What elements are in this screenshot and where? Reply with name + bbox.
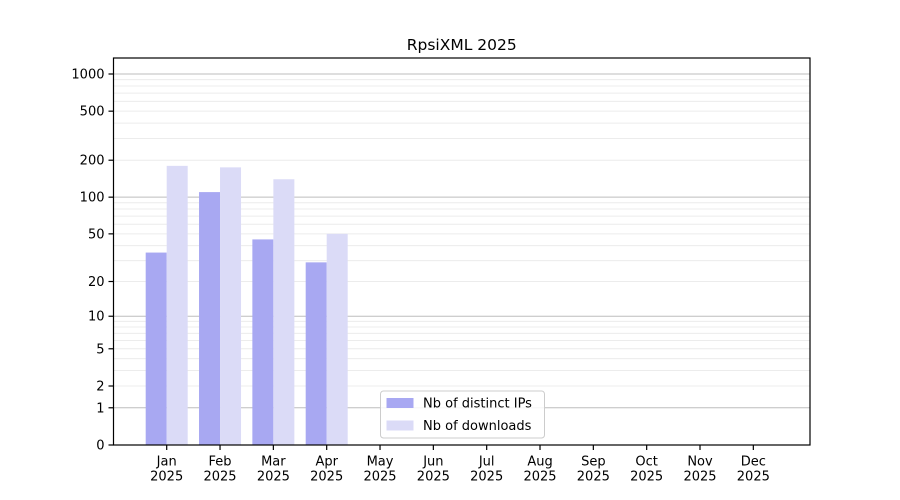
x-tick-label-month: Sep — [581, 455, 606, 470]
x-tick-label-month: Feb — [209, 455, 232, 470]
bar-distinct-ips-feb — [199, 192, 221, 446]
bars — [145, 165, 348, 446]
legend-swatch-downloads — [386, 420, 414, 431]
x-tick-label-year: 2025 — [470, 470, 503, 485]
y-axis: 0 1 2 5 10 20 50 100 200 500 1000 — [71, 68, 114, 454]
bar-downloads-apr — [326, 233, 348, 446]
y-tick-label: 1000 — [71, 68, 104, 83]
x-tick-label-year: 2025 — [150, 470, 183, 485]
y-tick-label: 2 — [96, 380, 104, 395]
x-tick-label-month: Apr — [315, 455, 338, 470]
bar-downloads-jan — [166, 165, 188, 446]
legend-swatch-distinct-ips — [386, 398, 414, 408]
legend-box — [380, 390, 545, 439]
x-tick-label-year: 2025 — [257, 470, 290, 485]
x-tick-label-year: 2025 — [310, 470, 343, 485]
y-tick-label: 500 — [80, 105, 105, 120]
y-tick-label: 1 — [96, 401, 104, 416]
x-tick-label-year: 2025 — [630, 470, 663, 485]
x-tick-label-month: Aug — [527, 455, 552, 470]
y-tick-label: 50 — [88, 227, 105, 242]
x-tick-label-year: 2025 — [523, 470, 556, 485]
x-tick-label-year: 2025 — [363, 470, 396, 485]
bar-distinct-ips-jan — [145, 252, 167, 446]
plot-frame — [112, 57, 811, 446]
x-tick-label-year: 2025 — [683, 470, 716, 485]
legend-label: Nb of downloads — [423, 419, 532, 434]
bar-downloads-mar — [273, 179, 295, 446]
legend: Nb of distinct IPs Nb of downloads — [380, 390, 545, 439]
x-tick-label-year: 2025 — [417, 470, 450, 485]
y-tick-label: 5 — [96, 342, 104, 357]
x-axis: Jan2025Feb2025Mar2025Apr2025May2025Jun20… — [150, 445, 770, 485]
y-tick-label: 0 — [96, 439, 104, 454]
y-tick-label: 200 — [80, 154, 105, 169]
x-tick-label-year: 2025 — [203, 470, 236, 485]
y-tick-label: 20 — [88, 275, 105, 290]
x-tick-label-month: Oct — [635, 455, 657, 470]
x-tick-label-month: Jan — [156, 455, 177, 470]
y-tick-label: 100 — [80, 191, 105, 206]
x-tick-label-month: Jul — [478, 455, 495, 470]
x-tick-label-month: Dec — [741, 455, 766, 470]
chart-title: RpsiXML 2025 — [407, 36, 517, 54]
y-tick-label: 10 — [88, 310, 105, 325]
x-tick-label-month: Jun — [422, 455, 443, 470]
x-tick-label-month: May — [367, 455, 394, 470]
bar-downloads-feb — [220, 167, 242, 446]
x-tick-label-month: Nov — [687, 455, 713, 470]
bar-distinct-ips-apr — [305, 262, 327, 446]
bar-distinct-ips-mar — [252, 239, 274, 446]
x-tick-label-year: 2025 — [577, 470, 610, 485]
legend-label: Nb of distinct IPs — [423, 397, 532, 412]
x-tick-label-month: Mar — [261, 455, 286, 470]
x-tick-label-year: 2025 — [737, 470, 770, 485]
